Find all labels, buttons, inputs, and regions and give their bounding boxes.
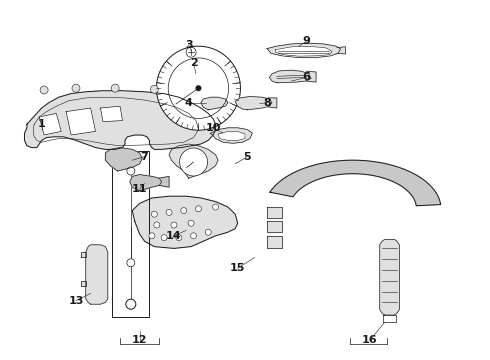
Circle shape — [181, 208, 187, 213]
Circle shape — [213, 204, 219, 210]
Polygon shape — [24, 91, 216, 149]
Circle shape — [188, 220, 194, 226]
Text: 3: 3 — [185, 40, 193, 50]
Polygon shape — [337, 47, 345, 54]
Polygon shape — [130, 175, 162, 191]
Circle shape — [176, 235, 182, 240]
Circle shape — [161, 235, 167, 240]
Circle shape — [154, 222, 160, 228]
Polygon shape — [201, 97, 228, 110]
Polygon shape — [267, 43, 341, 58]
Circle shape — [196, 85, 201, 91]
Circle shape — [186, 47, 196, 57]
Circle shape — [166, 210, 172, 215]
Text: 10: 10 — [205, 123, 221, 133]
Polygon shape — [105, 148, 142, 171]
Polygon shape — [383, 315, 396, 322]
Polygon shape — [39, 113, 61, 135]
Text: 9: 9 — [302, 36, 310, 46]
Circle shape — [171, 222, 177, 228]
Circle shape — [111, 84, 119, 92]
Polygon shape — [159, 176, 169, 187]
Polygon shape — [235, 96, 272, 110]
Polygon shape — [81, 281, 86, 286]
Text: 13: 13 — [68, 296, 84, 306]
Circle shape — [150, 85, 158, 93]
Polygon shape — [269, 98, 277, 108]
Text: 5: 5 — [244, 152, 251, 162]
Polygon shape — [267, 207, 282, 218]
Polygon shape — [270, 160, 441, 206]
Text: 11: 11 — [132, 184, 147, 194]
Polygon shape — [218, 131, 245, 140]
Circle shape — [149, 233, 155, 239]
Text: 7: 7 — [141, 152, 148, 162]
Circle shape — [40, 86, 48, 94]
Text: 4: 4 — [185, 98, 193, 108]
Polygon shape — [86, 245, 108, 304]
Polygon shape — [270, 70, 311, 83]
Circle shape — [179, 148, 208, 176]
Polygon shape — [211, 128, 252, 143]
Text: 15: 15 — [230, 263, 245, 273]
Circle shape — [191, 233, 196, 239]
Polygon shape — [132, 196, 238, 248]
Text: 16: 16 — [362, 335, 378, 345]
Polygon shape — [306, 71, 316, 82]
Circle shape — [196, 206, 201, 212]
Circle shape — [72, 84, 80, 92]
Polygon shape — [267, 236, 282, 248]
Circle shape — [151, 211, 157, 217]
Polygon shape — [100, 106, 122, 122]
Polygon shape — [112, 151, 149, 317]
Text: 14: 14 — [166, 231, 182, 241]
Circle shape — [127, 259, 135, 267]
Circle shape — [205, 229, 211, 235]
Circle shape — [156, 46, 241, 130]
Text: 1: 1 — [38, 119, 46, 129]
Circle shape — [127, 167, 135, 175]
Polygon shape — [169, 144, 218, 178]
Circle shape — [126, 299, 136, 309]
Polygon shape — [267, 221, 282, 232]
Polygon shape — [380, 239, 399, 315]
Polygon shape — [66, 108, 96, 135]
Text: 2: 2 — [190, 58, 197, 68]
Text: 6: 6 — [302, 72, 310, 82]
Text: 12: 12 — [132, 335, 147, 345]
Polygon shape — [275, 46, 332, 56]
Polygon shape — [81, 252, 86, 257]
Text: 8: 8 — [263, 98, 271, 108]
